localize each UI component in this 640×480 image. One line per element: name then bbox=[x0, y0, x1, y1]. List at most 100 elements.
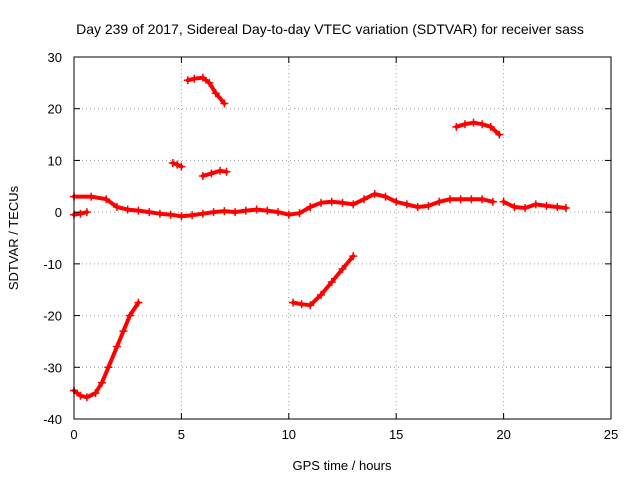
data-point bbox=[82, 393, 91, 402]
data-point bbox=[274, 208, 283, 217]
data-point bbox=[295, 209, 304, 218]
chart-title: Day 239 of 2017, Sidereal Day-to-day VTE… bbox=[76, 21, 584, 37]
data-point bbox=[452, 122, 461, 131]
data-point bbox=[198, 171, 207, 180]
data-point bbox=[478, 120, 487, 129]
y-tick-label: 0 bbox=[55, 205, 62, 220]
data-point bbox=[488, 197, 497, 206]
y-tick-label: -30 bbox=[43, 360, 62, 375]
data-point bbox=[338, 198, 347, 207]
data-point bbox=[456, 195, 465, 204]
data-point bbox=[198, 73, 207, 82]
data-point bbox=[216, 166, 225, 175]
tick-labels: 0 5 10 15 20 25 -40 -30 -20 -10 0 10 20 30 bbox=[43, 50, 618, 442]
data-point bbox=[553, 202, 562, 211]
plot-frame bbox=[73, 56, 612, 420]
x-tick-label: 20 bbox=[496, 427, 510, 442]
data-point bbox=[166, 210, 175, 219]
y-tick-label: -10 bbox=[43, 257, 62, 272]
data-point bbox=[327, 277, 336, 286]
data-point bbox=[145, 208, 154, 217]
y-tick-label: -20 bbox=[43, 309, 62, 324]
data-point bbox=[209, 208, 218, 217]
data-point bbox=[211, 89, 220, 98]
data-point bbox=[188, 211, 197, 220]
data-point bbox=[220, 207, 229, 216]
data-point bbox=[306, 202, 315, 211]
data-point bbox=[495, 130, 504, 139]
data-point bbox=[542, 201, 551, 210]
data-point bbox=[134, 298, 143, 307]
data-point bbox=[241, 206, 250, 215]
data-point bbox=[134, 206, 143, 215]
data-point bbox=[338, 265, 347, 274]
data-point bbox=[531, 200, 540, 209]
data-point bbox=[177, 212, 186, 221]
series-arc-small-2 bbox=[198, 166, 231, 180]
data-point bbox=[317, 198, 326, 207]
data-point bbox=[327, 197, 336, 206]
grid-lines bbox=[74, 57, 611, 419]
data-point bbox=[467, 195, 476, 204]
data-point bbox=[207, 169, 216, 178]
data-series bbox=[70, 73, 570, 402]
data-point bbox=[252, 205, 261, 214]
data-point bbox=[198, 209, 207, 218]
series-arc-high-positive-2 bbox=[452, 118, 504, 139]
data-point bbox=[125, 311, 134, 320]
series-line bbox=[72, 192, 495, 219]
series-arc-small-1 bbox=[168, 159, 186, 171]
series-line bbox=[72, 300, 141, 400]
data-point bbox=[381, 192, 390, 201]
data-point bbox=[435, 197, 444, 206]
data-point bbox=[123, 205, 132, 214]
x-tick-label: 0 bbox=[70, 427, 77, 442]
series-arc-near-zero-main bbox=[70, 190, 497, 221]
data-point bbox=[231, 208, 240, 217]
data-point bbox=[119, 327, 128, 336]
x-tick-label: 5 bbox=[178, 427, 185, 442]
data-point bbox=[424, 201, 433, 210]
data-point bbox=[349, 200, 358, 209]
x-axis-label: GPS time / hours bbox=[293, 458, 392, 473]
series-arc-near-zero-late bbox=[499, 197, 570, 213]
x-tick-label: 15 bbox=[389, 427, 403, 442]
x-tick-label: 10 bbox=[282, 427, 296, 442]
data-point bbox=[155, 209, 164, 218]
axis-ticks bbox=[73, 56, 612, 420]
data-point bbox=[370, 190, 379, 199]
data-point bbox=[104, 363, 113, 372]
data-point bbox=[102, 195, 111, 204]
y-tick-label: -40 bbox=[43, 412, 62, 427]
data-point bbox=[460, 120, 469, 129]
data-point bbox=[222, 167, 231, 176]
data-point bbox=[521, 204, 530, 213]
data-point bbox=[112, 342, 121, 351]
y-tick-label: 30 bbox=[48, 50, 62, 65]
y-axis-label: SDTVAR / TECUs bbox=[6, 185, 21, 290]
data-point bbox=[349, 252, 358, 261]
series-arc-high-positive-1 bbox=[183, 73, 229, 108]
y-tick-label: 10 bbox=[48, 153, 62, 168]
data-point bbox=[561, 204, 570, 213]
data-point bbox=[87, 192, 96, 201]
data-point bbox=[413, 202, 422, 211]
data-point bbox=[306, 301, 315, 310]
data-point bbox=[392, 197, 401, 206]
x-tick-label: 25 bbox=[604, 427, 618, 442]
data-point bbox=[499, 197, 508, 206]
data-point bbox=[263, 206, 272, 215]
y-tick-label: 20 bbox=[48, 102, 62, 117]
data-point bbox=[510, 202, 519, 211]
series-arc-near-zero-start bbox=[70, 208, 91, 219]
data-point bbox=[359, 195, 368, 204]
data-point bbox=[289, 298, 298, 307]
data-point bbox=[478, 195, 487, 204]
data-point bbox=[205, 78, 214, 87]
series-arc-deep-negative bbox=[70, 298, 143, 402]
series-line bbox=[185, 75, 227, 106]
data-point bbox=[82, 208, 91, 217]
data-point bbox=[91, 389, 100, 398]
data-point bbox=[183, 76, 192, 85]
